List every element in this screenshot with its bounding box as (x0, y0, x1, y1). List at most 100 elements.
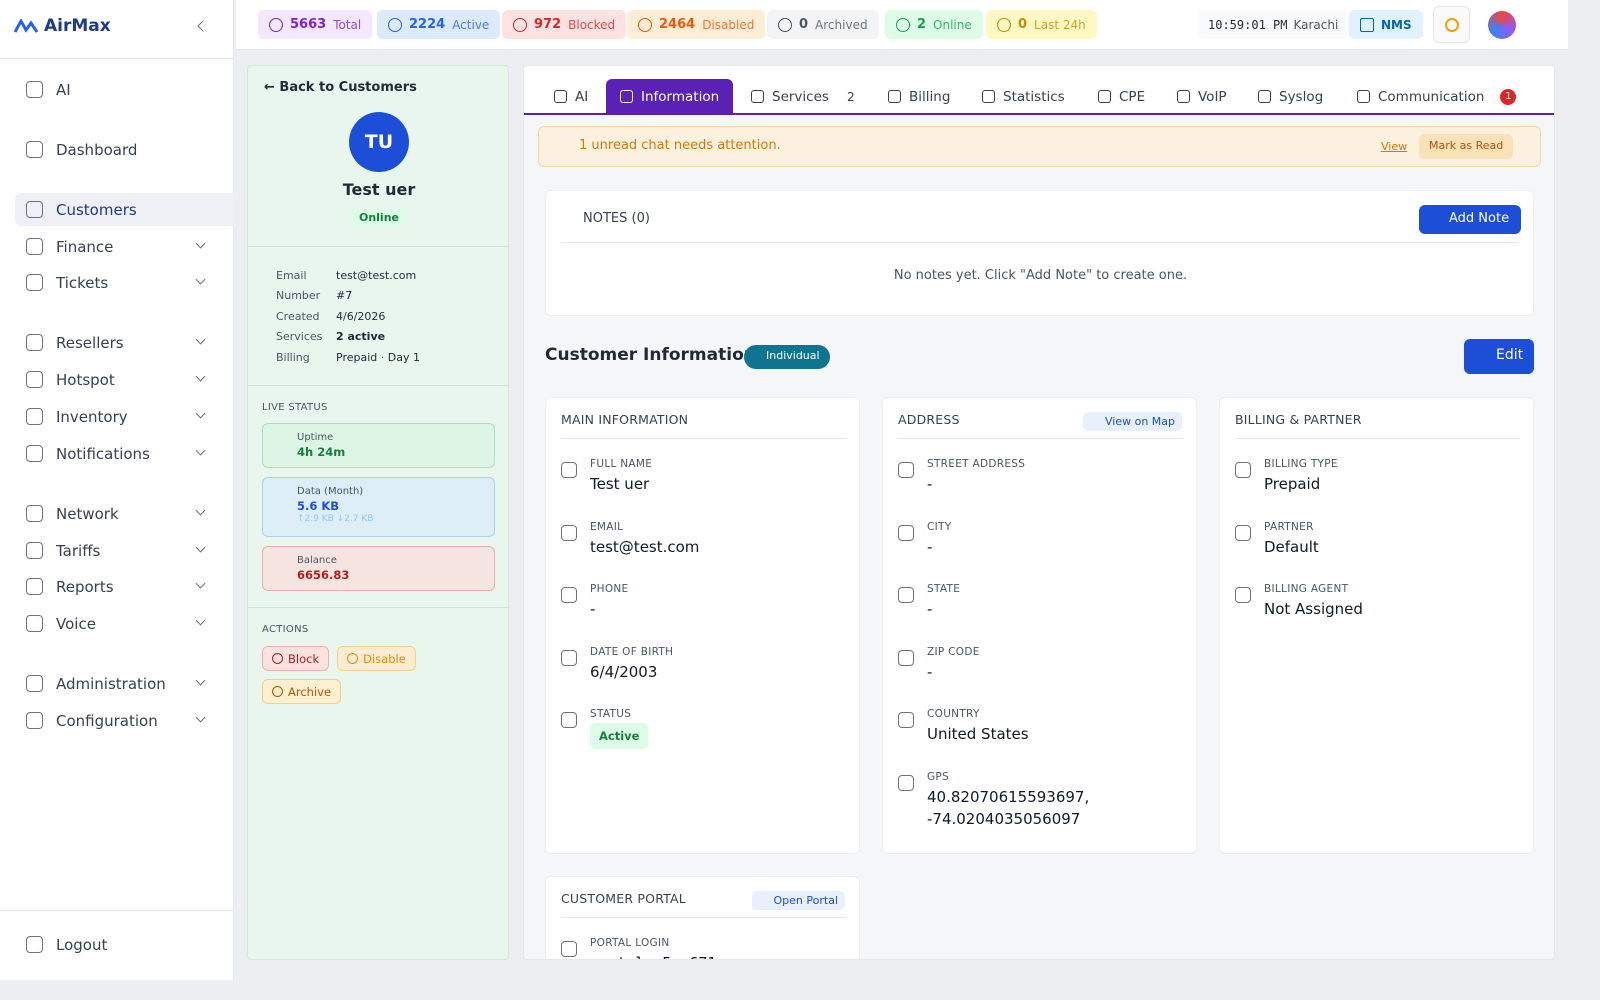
divider (898, 438, 1183, 439)
icon (1177, 90, 1190, 103)
field-icon (898, 712, 914, 728)
collapse[interactable] (197, 20, 209, 32)
icon (888, 90, 901, 103)
nav-item[interactable]: Reports (15, 570, 234, 603)
mark-read[interactable]: Mark as Read (1419, 134, 1514, 159)
card-title: CUSTOMER PORTAL (561, 891, 686, 906)
tab[interactable]: AI (540, 79, 602, 114)
nav-label: Hotspot (56, 370, 115, 389)
tab[interactable]: Communication 1 (1343, 79, 1530, 114)
field: BILLING TYPE Prepaid (1235, 458, 1484, 495)
field-value: Not Assigned (1264, 600, 1363, 618)
icon (26, 334, 43, 351)
icon (272, 653, 283, 664)
field: ZIP CODE - (898, 646, 1147, 683)
stat-chip[interactable]: 2464 Disabled (627, 10, 766, 39)
nav-item[interactable]: Network (15, 497, 234, 530)
field-value: - (927, 600, 933, 618)
view-link[interactable]: View (1381, 140, 1408, 153)
stat-label: Active (452, 17, 490, 32)
nav-item[interactable]: Voice (15, 607, 234, 640)
action-button[interactable]: Disable (337, 646, 416, 671)
icon (638, 17, 652, 32)
icon (269, 17, 283, 32)
field: PORTAL LOGIN portal_c5ce671x (561, 937, 810, 959)
main-panel: AI Information Services 2 Billing Statistics C… (523, 65, 1555, 960)
stat-chip[interactable]: 2 Online (885, 10, 983, 39)
field-value: Default (1264, 537, 1319, 556)
tab-label: Information (641, 88, 720, 105)
field: PHONE - (561, 583, 810, 620)
stat-chip[interactable]: 2224 Active (377, 10, 501, 39)
icon (513, 17, 527, 32)
stat-label: Online (933, 17, 972, 32)
field: EMAIL test@test.com (561, 521, 810, 558)
icon (26, 445, 43, 462)
nav-item[interactable]: AI (15, 73, 234, 106)
tab[interactable]: Information (606, 79, 734, 114)
field-icon (1235, 587, 1251, 603)
nav-label: AI (56, 80, 71, 99)
icon (26, 201, 43, 218)
tab[interactable]: Services 2 (737, 79, 869, 114)
brand: AirMax (14, 16, 111, 36)
stat-chip[interactable]: 0 Last 24h (986, 10, 1097, 39)
nav-item[interactable]: Finance (15, 230, 234, 263)
chevron (195, 712, 206, 723)
nav-item[interactable]: Tickets (15, 266, 234, 299)
tab[interactable]: Statistics (968, 79, 1079, 114)
nav-item[interactable]: Resellers (15, 326, 234, 359)
chevron (195, 238, 206, 249)
nav-item[interactable]: Dashboard (15, 133, 234, 166)
actions: Block Disable Archive (262, 646, 432, 704)
stat-label: Archived (815, 17, 868, 32)
detail-row: Email test@test.com (262, 265, 420, 286)
field-label: STATUS (590, 708, 632, 720)
empty-notes: No notes yet. Click "Add Note" to create… (893, 268, 1188, 283)
action-button[interactable]: Archive (262, 679, 342, 704)
nav-item[interactable]: Notifications (15, 437, 234, 470)
field-icon (561, 462, 577, 478)
nav-item[interactable]: Hotspot (15, 363, 234, 396)
icon (26, 542, 43, 559)
nav-label: Resellers (56, 333, 124, 352)
tab[interactable]: CPE (1084, 79, 1159, 114)
tab[interactable]: Syslog (1244, 79, 1337, 114)
detail-value: #7 (336, 289, 353, 303)
theme-toggle[interactable] (1433, 6, 1470, 43)
back-link[interactable]: ← Back to Customers (264, 80, 417, 95)
avatar[interactable] (1488, 11, 1516, 39)
tab[interactable]: Billing (874, 79, 964, 114)
action-button[interactable]: Block (262, 646, 330, 671)
field-value: Test uer (590, 475, 650, 493)
nav-label: Notifications (56, 444, 150, 463)
nav-item[interactable]: Administration (15, 667, 234, 700)
tab[interactable]: VoIP (1163, 79, 1241, 114)
field: STATE - (898, 583, 1147, 620)
field-icon (898, 462, 914, 478)
card-link[interactable]: Open Portal (751, 891, 845, 910)
add-note[interactable]: Add Note (1419, 205, 1522, 234)
stat-chip[interactable]: 0 Archived (767, 10, 879, 39)
detail-row: Billing Prepaid · Day 1 (262, 347, 420, 368)
stat-chip[interactable]: 972 Blocked (502, 10, 627, 39)
alert-text: 1 unread chat needs attention. (579, 138, 781, 153)
detail-value: test@test.com (336, 268, 417, 282)
nav-item[interactable]: Customers (15, 193, 234, 226)
avatar: TU (349, 112, 409, 172)
nav-item[interactable]: Tariffs (15, 534, 234, 567)
action-label: Disable (363, 651, 406, 666)
icon (982, 90, 995, 103)
card-link[interactable]: View on Map (1082, 412, 1182, 431)
stat-chip[interactable]: 5663 Total (258, 10, 373, 39)
edit-button[interactable]: Edit (1464, 339, 1534, 374)
divider (561, 438, 846, 439)
field-icon (561, 941, 577, 957)
clock: 10:59:01 PM Karachi (1198, 10, 1349, 39)
nav-item[interactable]: Inventory (15, 400, 234, 433)
field-icon (1235, 462, 1251, 478)
nms-button[interactable]: NMS (1349, 10, 1423, 39)
logout[interactable]: Logout (15, 928, 234, 961)
nav-item[interactable]: Configuration (15, 704, 234, 737)
nav-label: Tariffs (56, 541, 101, 560)
